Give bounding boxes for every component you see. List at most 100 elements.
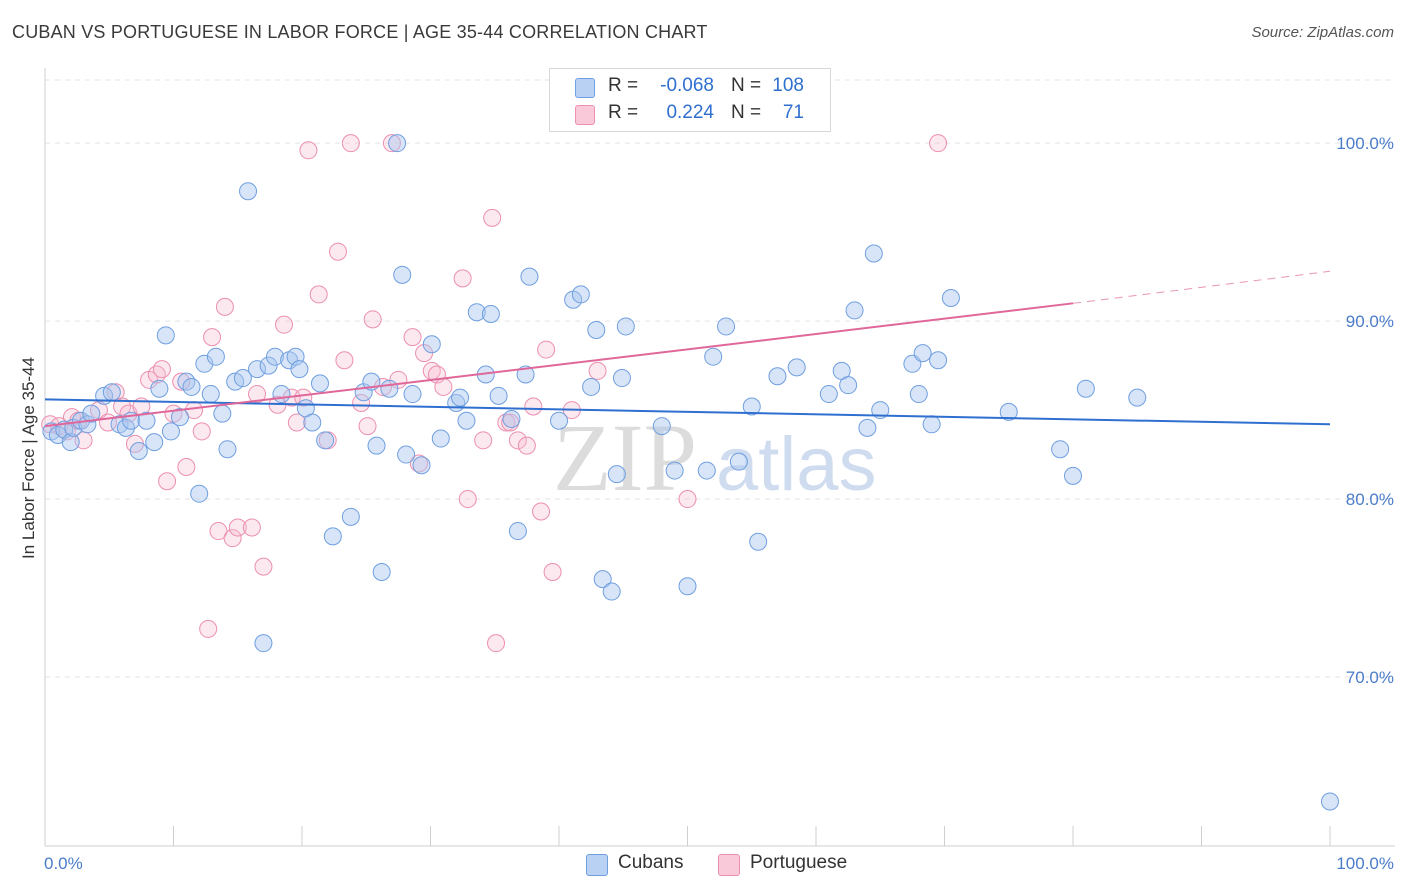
cubans-point	[941, 288, 960, 307]
x-tick-label: 0.0%	[44, 854, 83, 873]
portuguese-point	[474, 431, 493, 450]
cubans-point	[922, 415, 941, 434]
cubans-point	[516, 365, 535, 384]
portuguese-point	[382, 134, 401, 153]
portuguese-point	[152, 360, 171, 379]
portuguese-trend-line	[44, 302, 1074, 428]
legend-swatch-portuguese	[575, 105, 595, 125]
cubans-point	[137, 411, 156, 430]
legend-r-label: R =	[608, 75, 639, 96]
portuguese-point	[341, 134, 360, 153]
portuguese-point	[177, 458, 196, 477]
cubans-point	[913, 344, 932, 363]
cubans-point	[607, 465, 626, 484]
portuguese-trend-extension	[1072, 270, 1331, 304]
portuguese-point	[532, 502, 551, 521]
cubans-point	[341, 507, 360, 526]
legend-n-label: N =	[731, 75, 762, 96]
cubans-point	[729, 452, 748, 471]
cubans-point	[489, 386, 508, 405]
cubans-point	[845, 301, 864, 320]
cubans-point	[665, 461, 684, 480]
bottom-legend-swatch-cubans	[586, 854, 608, 876]
cubans-point	[272, 385, 291, 404]
legend-swatch-cubans	[575, 78, 595, 98]
y-tick-label: 80.0%	[1346, 490, 1394, 509]
portuguese-point	[254, 557, 273, 576]
bottom-legend-label-cubans: Cubans	[618, 852, 684, 873]
portuguese-point	[147, 365, 166, 384]
cubans-point	[520, 267, 539, 286]
legend-row-cubans: R = -0.068 N = 108	[550, 73, 830, 101]
x-tick-label: 100.0%	[1336, 854, 1394, 873]
portuguese-point	[537, 340, 556, 359]
series-portuguese-points	[41, 134, 948, 653]
legend-n-value-portuguese: 71	[782, 102, 804, 123]
cubans-point	[1128, 388, 1147, 407]
cubans-point	[323, 527, 342, 546]
portuguese-point	[678, 490, 697, 509]
cubans-point	[1076, 379, 1095, 398]
cubans-point	[367, 436, 386, 455]
cubans-point	[393, 265, 412, 284]
cubans-point	[909, 385, 928, 404]
axes	[44, 68, 1395, 847]
portuguese-point	[223, 529, 242, 548]
portuguese-point	[192, 422, 211, 441]
cubans-point	[233, 369, 252, 388]
series-cubans-points	[42, 134, 1339, 811]
portuguese-point	[403, 328, 422, 347]
cubans-point	[431, 429, 450, 448]
cubans-point	[652, 417, 671, 436]
cubans-point	[742, 397, 761, 416]
cubans-point	[602, 582, 621, 601]
portuguese-point	[215, 297, 234, 316]
portuguese-point	[299, 141, 318, 160]
portuguese-point	[543, 562, 562, 581]
y-tick-labels: 70.0% 80.0% 90.0% 100.0%	[1336, 134, 1394, 687]
watermark-atlas: atlas	[716, 422, 877, 507]
cubans-point	[218, 440, 237, 459]
portuguese-point	[203, 328, 222, 347]
cubans-point	[612, 369, 631, 388]
cubans-point	[182, 377, 201, 396]
cubans-point	[749, 532, 768, 551]
chart-title: CUBAN VS PORTUGUESE IN LABOR FORCE | AGE…	[12, 22, 708, 42]
y-axis-title: In Labor Force | Age 35-44	[19, 357, 38, 559]
cubans-point	[145, 433, 164, 452]
cubans-point	[1064, 466, 1082, 485]
cubans-point	[550, 411, 568, 430]
cubans-point	[102, 383, 121, 402]
portuguese-point	[172, 372, 191, 391]
bottom-legend-swatch-portuguese	[718, 854, 740, 876]
cubans-point	[170, 408, 189, 427]
portuguese-point	[209, 522, 228, 541]
cubans-trend-line	[44, 398, 1331, 426]
portuguese-point	[228, 518, 247, 537]
cubans-point	[571, 285, 590, 304]
portuguese-point	[309, 285, 328, 304]
cubans-point	[254, 634, 273, 653]
watermark: ZIP atlas	[553, 404, 877, 511]
cubans-point	[593, 570, 612, 589]
cubans-point	[412, 456, 431, 475]
portuguese-point	[453, 269, 472, 288]
cubans-point	[150, 379, 169, 398]
cubans-point	[82, 404, 101, 423]
portuguese-point	[335, 351, 354, 370]
cubans-point	[190, 484, 209, 503]
portuguese-point	[508, 431, 527, 450]
y-tick-label: 70.0%	[1346, 668, 1394, 687]
cubans-point	[403, 385, 422, 404]
portuguese-point	[434, 377, 453, 396]
cubans-point	[508, 522, 527, 541]
cubans-point	[388, 134, 407, 153]
cubans-point	[467, 303, 486, 322]
portuguese-point	[158, 472, 177, 491]
cubans-point	[858, 418, 877, 437]
portuguese-point	[328, 242, 347, 261]
portuguese-point	[275, 315, 294, 334]
cubans-point	[582, 377, 601, 396]
cubans-point	[451, 388, 470, 407]
